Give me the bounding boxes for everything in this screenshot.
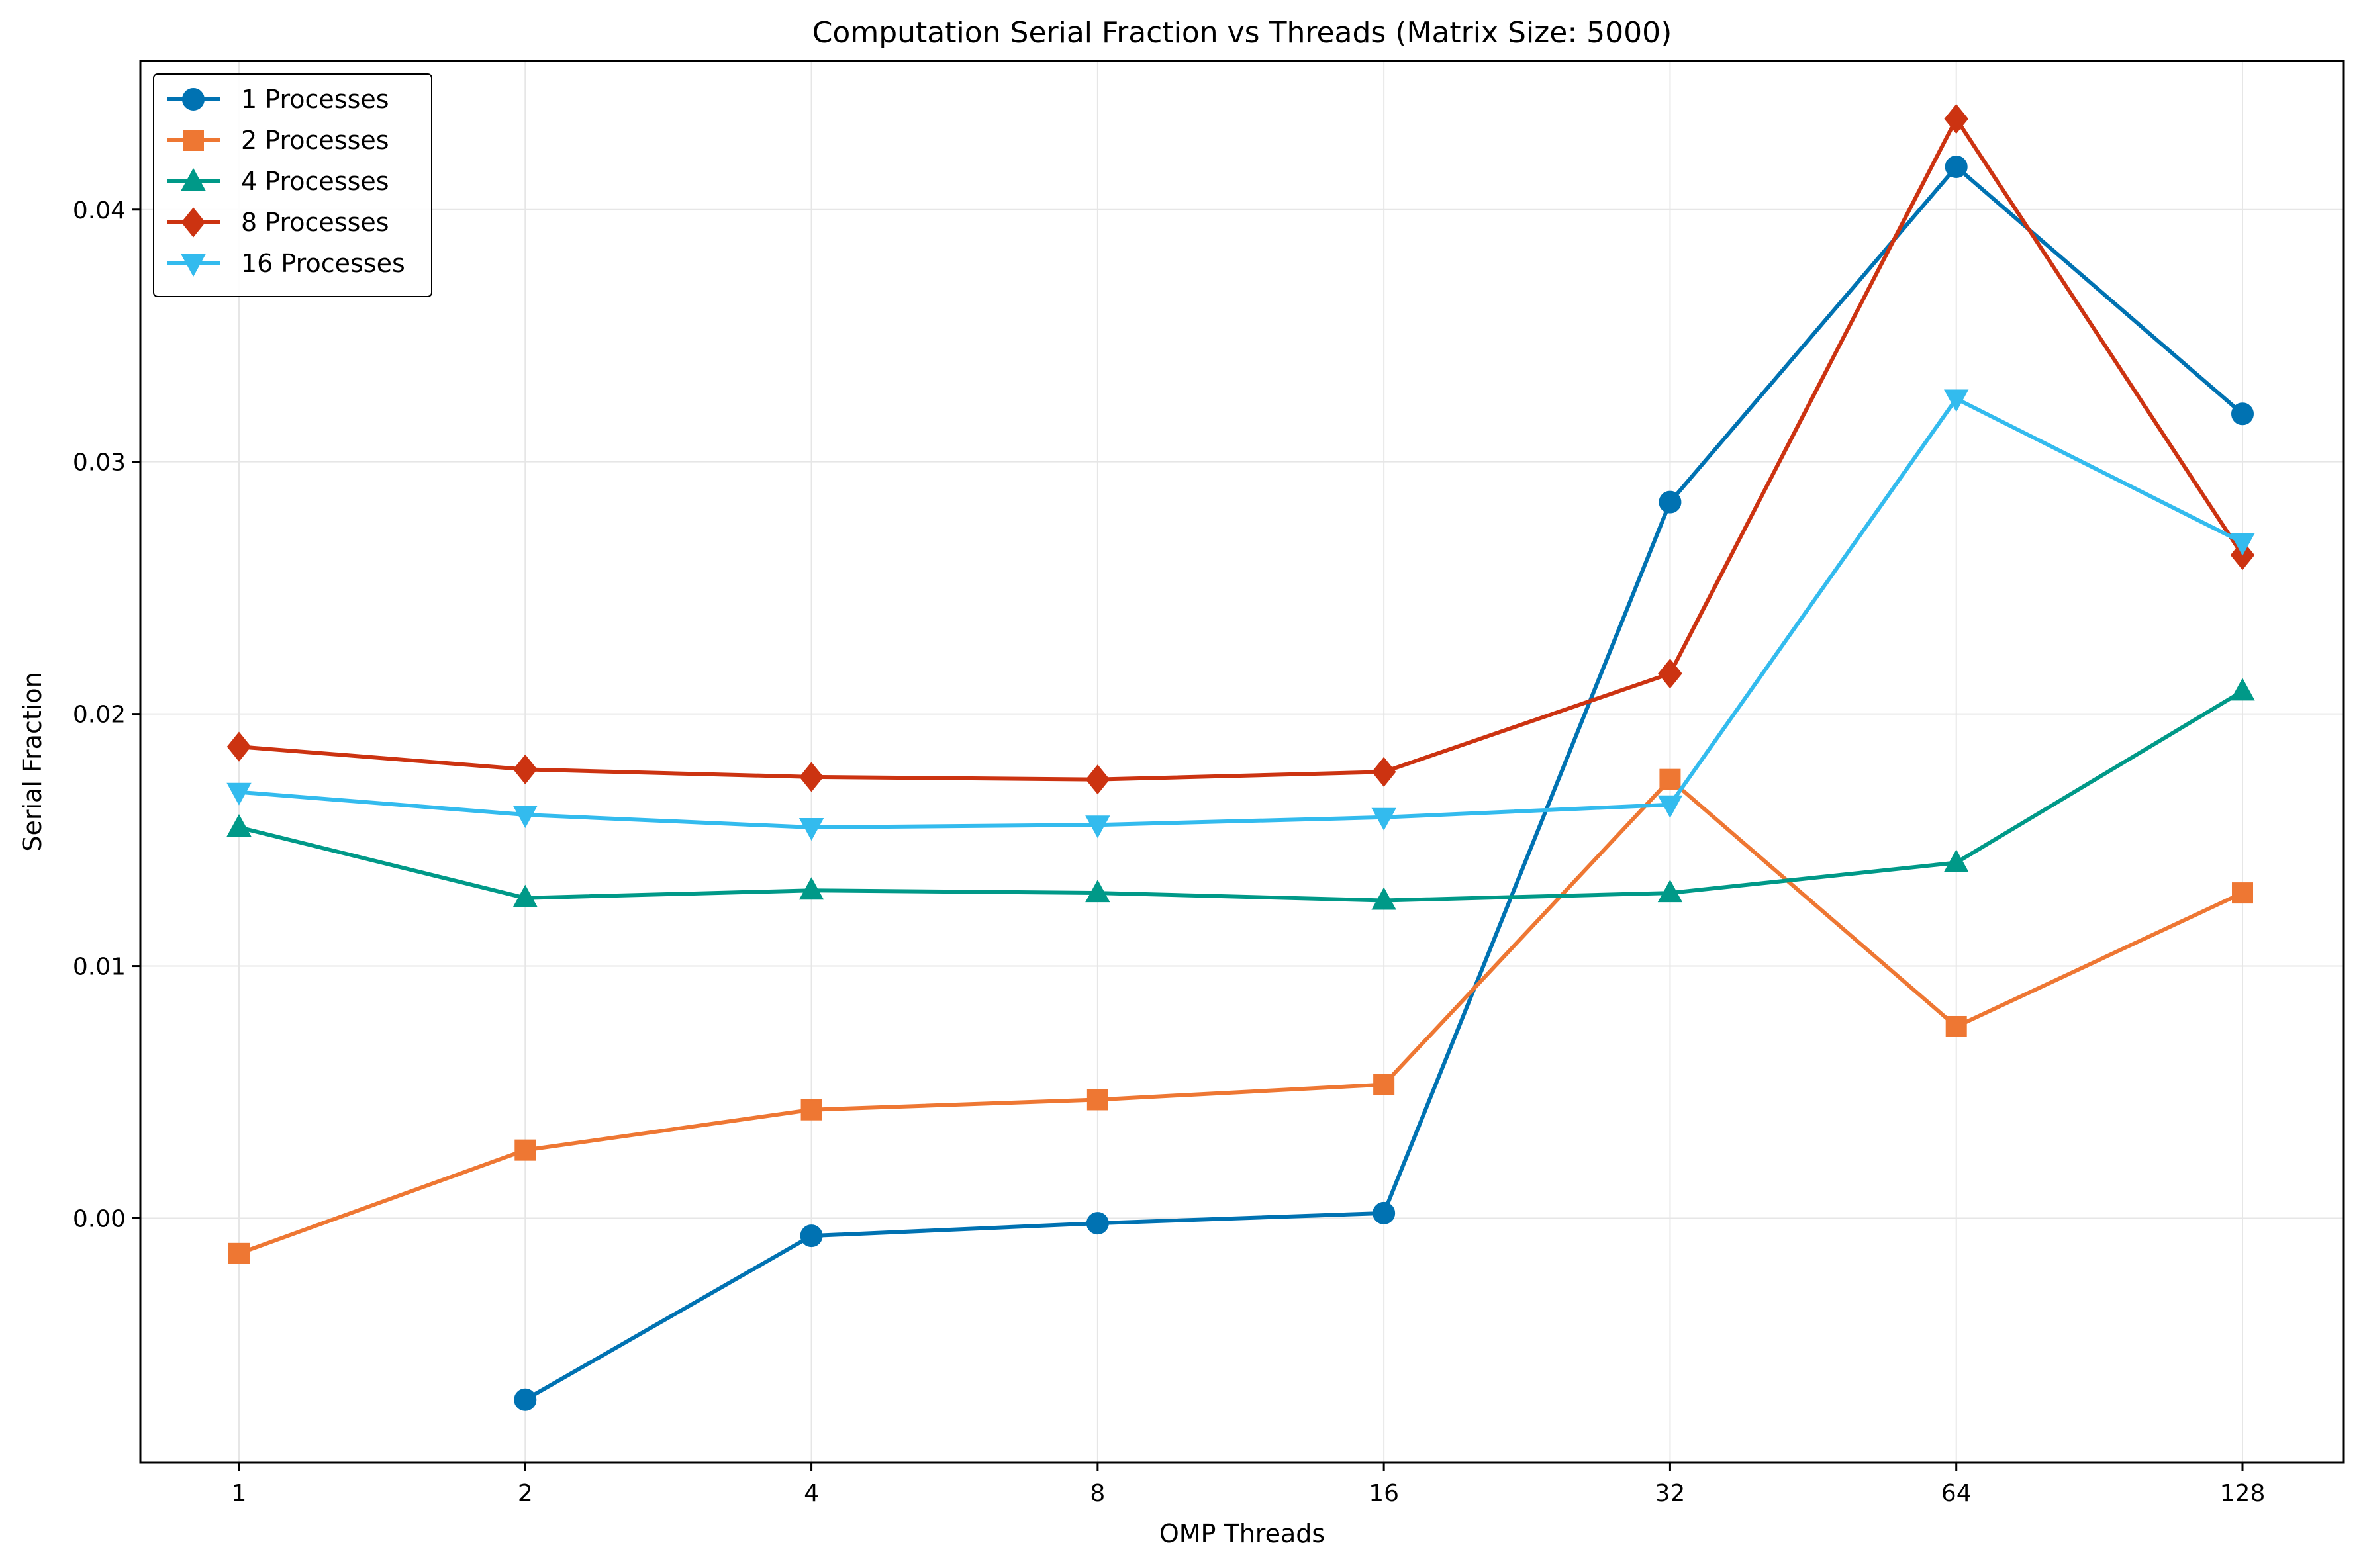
data-point xyxy=(800,1224,823,1248)
data-point xyxy=(226,813,252,837)
series-line-8-processes xyxy=(238,116,2244,782)
y-tick-label: 0.02 xyxy=(73,702,126,729)
legend: 1 Processes 2 Processes 4 Processes 8 Proce… xyxy=(153,73,432,297)
legend-marker xyxy=(182,88,205,111)
legend-item: 2 Processes xyxy=(167,126,389,155)
series-4-processes xyxy=(226,678,2255,910)
data-point xyxy=(1657,795,1683,818)
data-point xyxy=(228,1242,250,1264)
data-point xyxy=(512,805,538,829)
series-layer xyxy=(226,104,2255,1411)
x-tick-label: 1 xyxy=(232,1480,247,1507)
legend-marker xyxy=(181,254,206,277)
legend-item: 1 Processes xyxy=(167,85,389,114)
series-1-processes xyxy=(514,155,2254,1411)
data-point xyxy=(512,754,538,785)
x-tick-label: 8 xyxy=(1090,1480,1105,1507)
data-point xyxy=(1371,807,1396,831)
data-point xyxy=(1945,155,1968,178)
data-point xyxy=(1658,659,1682,689)
series-line-2-processes xyxy=(238,777,2244,1256)
series-16-processes xyxy=(226,389,2255,841)
data-point xyxy=(1085,880,1110,903)
x-tick-label: 32 xyxy=(1655,1480,1686,1507)
data-point xyxy=(226,782,252,806)
legend-label: 2 Processes xyxy=(241,126,389,155)
data-point xyxy=(512,884,538,907)
data-point xyxy=(1659,768,1681,790)
data-point xyxy=(798,877,824,900)
legend-box xyxy=(153,73,432,297)
data-point xyxy=(514,1388,537,1411)
y-tick-label: 0.03 xyxy=(73,449,126,477)
legend-marker xyxy=(181,167,206,191)
series-line-4-processes xyxy=(238,689,2244,903)
y-tick-label: 0.01 xyxy=(73,954,126,981)
data-point xyxy=(514,1139,536,1161)
legend-label: 1 Processes xyxy=(241,85,389,114)
data-point xyxy=(1944,104,1969,134)
data-point xyxy=(2231,402,2254,426)
data-point xyxy=(1657,880,1683,903)
y-axis: 0.00 0.01 0.02 0.03 0.04 xyxy=(73,197,140,1232)
data-point xyxy=(1371,887,1396,910)
data-point xyxy=(2230,533,2255,556)
data-point xyxy=(2230,678,2255,701)
x-tick-label: 2 xyxy=(518,1480,533,1507)
data-point xyxy=(1945,1015,1967,1037)
chart-title: Computation Serial Fraction vs Threads (… xyxy=(812,16,1672,50)
data-point xyxy=(1085,764,1110,795)
x-axis-title: OMP Threads xyxy=(1159,1519,1325,1548)
data-point xyxy=(1085,815,1110,839)
series-2-processes xyxy=(228,768,2253,1264)
y-axis-title: Serial Fraction xyxy=(18,672,47,851)
x-tick-label: 64 xyxy=(1941,1480,1972,1507)
x-tick-label: 4 xyxy=(804,1480,819,1507)
data-point xyxy=(226,731,252,762)
data-point xyxy=(1086,1089,1108,1111)
y-tick-label: 0.04 xyxy=(73,197,126,224)
x-tick-label: 128 xyxy=(2220,1480,2266,1507)
legend-label: 8 Processes xyxy=(241,208,389,237)
plot-frame xyxy=(139,60,2345,1464)
data-point xyxy=(1086,1212,1109,1235)
data-point xyxy=(1373,1201,1396,1224)
data-point xyxy=(1944,389,1969,412)
data-point xyxy=(799,762,824,792)
data-point xyxy=(1371,757,1396,787)
data-point xyxy=(1659,490,1682,514)
x-axis: 1 2 4 8 16 32 64 128 xyxy=(232,1463,2266,1507)
series-line-16-processes xyxy=(238,396,2244,830)
legend-item: 4 Processes xyxy=(167,167,389,196)
legend-item: 8 Processes xyxy=(167,207,389,238)
legend-item: 16 Processes xyxy=(167,249,405,278)
data-point xyxy=(1373,1074,1395,1095)
data-point xyxy=(1944,849,1969,872)
legend-label: 4 Processes xyxy=(241,167,389,196)
x-tick-label: 16 xyxy=(1369,1480,1399,1507)
y-tick-label: 0.00 xyxy=(73,1205,126,1232)
legend-label: 16 Processes xyxy=(241,249,405,278)
legend-marker xyxy=(181,207,206,238)
data-point xyxy=(2232,882,2253,904)
legend-marker xyxy=(183,130,204,151)
series-8-processes xyxy=(226,104,2255,795)
data-point xyxy=(798,818,824,841)
data-point xyxy=(800,1099,822,1121)
